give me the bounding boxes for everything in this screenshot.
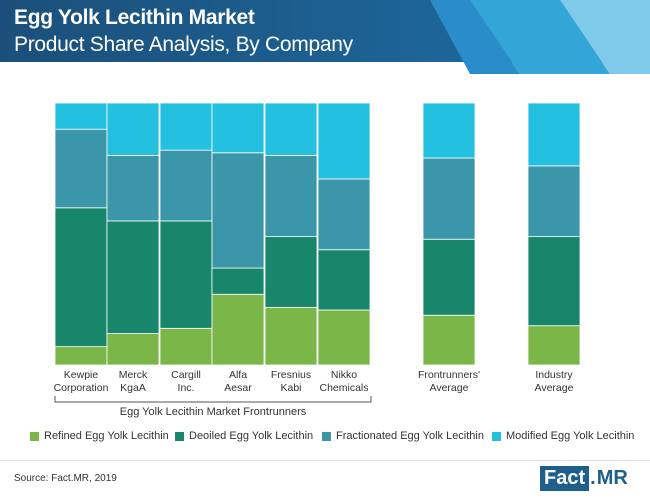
legend-item-2: Deoiled Egg Yolk Lecithin (175, 430, 313, 442)
bar-segment-3-2 (159, 220, 213, 329)
legend-item-3: Fractionated Egg Yolk Lecithin (322, 430, 484, 442)
category-label-7-2: Average (430, 382, 469, 394)
category-label-5-2: Kabi (280, 382, 301, 394)
category-label-2-2: KgaA (120, 382, 146, 394)
bar-segment-5-2 (264, 236, 318, 308)
category-label-4-1: Alfa (229, 369, 247, 381)
bar-segment-8-4 (527, 102, 581, 167)
bar-segment-8-2 (527, 236, 581, 327)
bar-segment-4-1 (211, 293, 265, 366)
bar-segment-4-4 (211, 102, 265, 154)
category-label-8-1: Industry (535, 369, 573, 381)
legend-swatch-4 (492, 431, 501, 441)
legend-label-2: Deoiled Egg Yolk Lecithin (189, 430, 314, 442)
category-label-3-1: Cargill (171, 369, 201, 381)
category-label-5-1: Fresnius (271, 369, 311, 381)
bar-segment-1-3 (54, 128, 108, 209)
category-label-4-2: Aesar (224, 382, 252, 394)
bar-segment-3-3 (159, 149, 213, 222)
category-label-7-1: Frontrunners' (418, 369, 480, 381)
bar-segment-6-4 (317, 102, 371, 180)
bar-segment-2-3 (106, 154, 160, 222)
legend-swatch-2 (175, 431, 184, 441)
header-banner (0, 0, 650, 74)
logo-fact: Fact (540, 465, 590, 491)
group-label: Egg Yolk Lecithin Market Frontrunners (119, 406, 307, 418)
legend-swatch-1 (30, 431, 39, 441)
legend-label-4: Modified Egg Yolk Lecithin (506, 430, 635, 442)
bar-segment-3-1 (159, 327, 213, 366)
footer-divider (0, 460, 650, 461)
header-stripe-3 (560, 0, 650, 74)
bar-segment-5-1 (264, 306, 318, 366)
chart-subtitle: Product Share Analysis, By Company (14, 33, 353, 56)
logo-dot: . (590, 466, 596, 489)
bar-segment-2-4 (106, 102, 160, 156)
logo-mr: MR (596, 466, 628, 489)
bar-segment-8-1 (527, 325, 581, 366)
chart-title: Egg Yolk Lecithin Market (14, 6, 255, 29)
bar-segment-6-1 (317, 309, 371, 366)
legend: Refined Egg Yolk Lecithin Deoiled Egg Yol… (0, 430, 650, 448)
bar-segment-1-4 (54, 102, 108, 130)
category-label-6-1: Nikko (331, 369, 357, 381)
bar-segment-5-4 (264, 102, 318, 156)
bar-segment-7-3 (422, 157, 476, 240)
legend-swatch-3 (322, 431, 331, 441)
category-label-8-2: Average (535, 382, 574, 394)
legend-label-3: Fractionated Egg Yolk Lecithin (336, 430, 484, 442)
group-bracket (54, 396, 372, 403)
legend-item-4: Modified Egg Yolk Lecithin (492, 430, 634, 442)
bar-segment-1-1 (54, 346, 108, 366)
category-label-1-2: Corporation (54, 382, 109, 394)
bar-segment-4-3 (211, 152, 265, 269)
category-label-2-1: Merck (119, 369, 148, 381)
header-stripe-2 (470, 0, 610, 74)
category-label-6-2: Chemicals (319, 382, 368, 394)
bar-segment-6-2 (317, 249, 371, 311)
category-label-1-1: Kewpie (64, 369, 99, 381)
bar-segment-5-3 (264, 154, 318, 238)
bar-segment-3-4 (159, 102, 213, 151)
legend-label-1: Refined Egg Yolk Lecithin (44, 430, 169, 442)
bar-segment-6-3 (317, 178, 371, 251)
bar-segment-1-2 (54, 207, 108, 348)
bar-segment-7-1 (422, 314, 476, 366)
category-label-3-2: Inc. (178, 382, 195, 394)
bar-segment-8-3 (527, 165, 581, 238)
bar-segment-7-4 (422, 102, 476, 159)
bar-segment-7-2 (422, 238, 476, 316)
bar-segment-4-2 (211, 267, 265, 295)
header-stripe-1 (430, 0, 520, 74)
source-note: Source: Fact.MR, 2019 (14, 473, 117, 484)
bar-segment-2-2 (106, 220, 160, 334)
bar-segment-2-1 (106, 333, 160, 366)
legend-item-1: Refined Egg Yolk Lecithin (30, 430, 169, 442)
factmr-logo: Fact . MR (540, 464, 628, 492)
